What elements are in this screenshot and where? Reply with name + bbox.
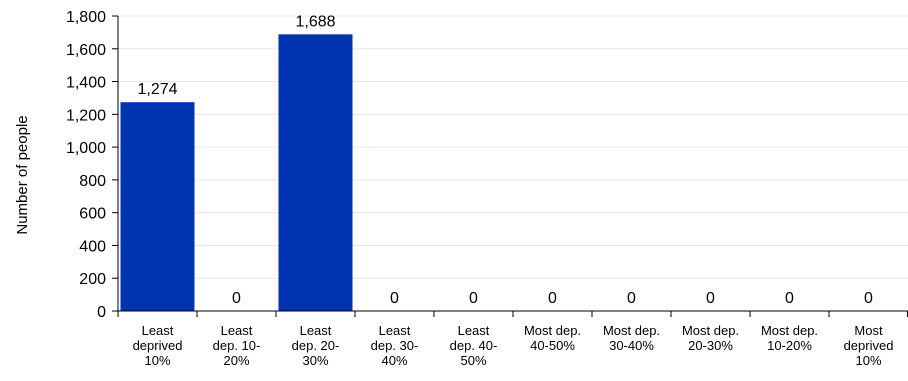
- bar: [278, 34, 353, 311]
- x-tick-label: Most dep. 40-50%: [524, 323, 581, 353]
- y-tick-label: 400: [79, 238, 106, 255]
- data-label: 0: [548, 290, 557, 307]
- x-tick-label: Least dep. 10-20%: [213, 323, 261, 368]
- y-tick-label: 800: [79, 173, 106, 190]
- x-tick-label: Most dep. 10-20%: [761, 323, 818, 353]
- y-tick-label: 600: [79, 206, 106, 223]
- data-label: 1,274: [137, 81, 177, 98]
- y-tick-label: 1,000: [66, 140, 106, 157]
- data-label: 0: [706, 290, 715, 307]
- y-tick-label: 0: [97, 304, 106, 321]
- bar: [120, 102, 195, 311]
- y-tick-label: 1,200: [66, 107, 106, 124]
- x-tick-label: Least dep. 20-30%: [292, 323, 340, 368]
- y-tick-label: 200: [79, 271, 106, 288]
- data-label: 0: [232, 290, 241, 307]
- x-tick-label: Least deprived 10%: [133, 323, 183, 368]
- x-tick-label: Most dep. 20-30%: [682, 323, 739, 353]
- bars: [120, 34, 353, 311]
- y-tick-label: 1,600: [66, 42, 106, 59]
- x-tick-label: Most dep. 30-40%: [603, 323, 660, 353]
- data-label: 1,688: [295, 13, 335, 30]
- y-tick-labels: 0 200 400 600 800 1,000 1,200 1,400 1,600 1,800: [66, 9, 106, 321]
- gridlines: [118, 15, 908, 279]
- axes: [112, 15, 908, 317]
- data-label: 0: [627, 290, 636, 307]
- y-axis-label: Number of people: [14, 115, 31, 234]
- x-tick-labels: Least deprived 10% Least dep. 10-20% Least dep…: [133, 323, 894, 368]
- y-tick-label: 1,400: [66, 75, 106, 92]
- y-tick-label: 1,800: [66, 9, 106, 26]
- x-tick-label: Most deprived 10%: [844, 323, 894, 368]
- data-labels: 1,274 0 1,688 0 0 0 0 0 0 0: [137, 13, 873, 307]
- data-label: 0: [785, 290, 794, 307]
- data-label: 0: [469, 290, 478, 307]
- data-label: 0: [864, 290, 873, 307]
- data-label: 0: [390, 290, 399, 307]
- x-tick-label: Least dep. 30-40%: [371, 323, 419, 368]
- x-tick-label: Least dep. 40-50%: [450, 323, 498, 368]
